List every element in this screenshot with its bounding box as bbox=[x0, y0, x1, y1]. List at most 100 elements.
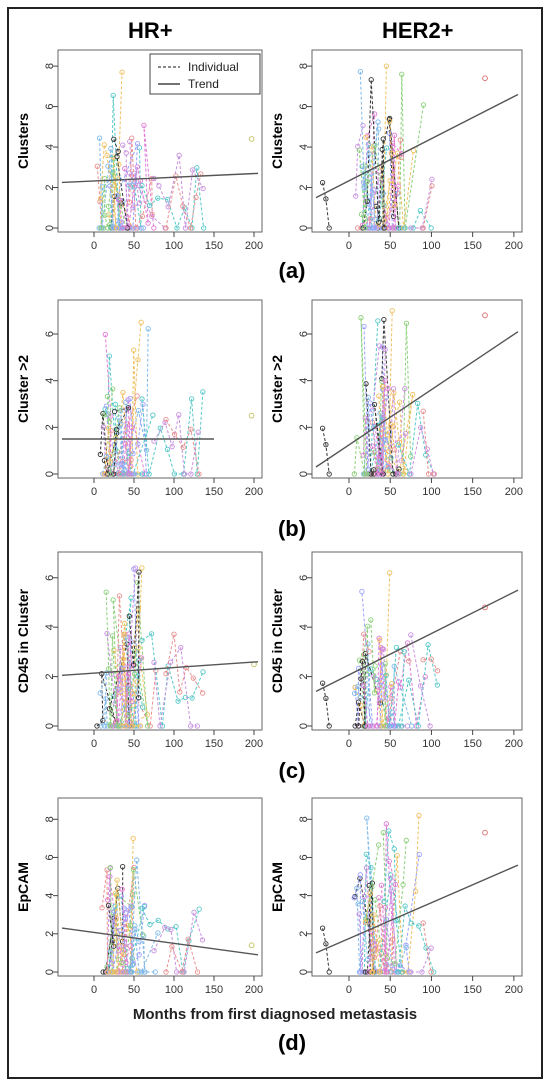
data-point bbox=[107, 723, 114, 729]
x-tick-label: 100 bbox=[422, 486, 440, 498]
y-axis-label: Clusters bbox=[15, 113, 31, 169]
data-point bbox=[361, 323, 367, 330]
data-point bbox=[144, 723, 151, 729]
individual-line bbox=[117, 667, 124, 727]
data-point bbox=[130, 225, 136, 231]
outlier-point bbox=[482, 312, 488, 319]
data-point bbox=[159, 723, 166, 729]
data-point bbox=[357, 69, 364, 75]
plot-frame bbox=[311, 299, 523, 479]
data-point bbox=[101, 723, 108, 729]
data-point bbox=[383, 969, 390, 975]
individual-line bbox=[141, 167, 205, 230]
data-point bbox=[408, 969, 414, 975]
data-point bbox=[112, 903, 118, 909]
data-point bbox=[139, 213, 145, 220]
data-point bbox=[403, 944, 409, 951]
data-point bbox=[351, 895, 357, 901]
data-point bbox=[136, 939, 142, 945]
data-point bbox=[145, 220, 151, 226]
data-point bbox=[380, 830, 386, 836]
individual-line bbox=[109, 905, 133, 973]
individual-line bbox=[373, 647, 384, 703]
data-point bbox=[366, 882, 372, 889]
data-point bbox=[110, 169, 116, 175]
panel-label-d: (d) bbox=[277, 1030, 307, 1055]
x-tick-label: 150 bbox=[205, 738, 223, 750]
y-tick-label: 0 bbox=[44, 969, 56, 975]
data-point bbox=[102, 331, 108, 338]
x-tick-label: 0 bbox=[346, 984, 352, 996]
y-axis-label: EpCAM bbox=[15, 862, 31, 912]
x-tick-label: 50 bbox=[384, 984, 396, 996]
individual-line bbox=[124, 125, 155, 229]
x-tick-label: 150 bbox=[463, 738, 481, 750]
data-point bbox=[199, 937, 206, 943]
data-point bbox=[103, 403, 110, 409]
data-point bbox=[101, 471, 108, 477]
data-point bbox=[391, 663, 397, 670]
data-point bbox=[389, 681, 395, 687]
data-point bbox=[386, 858, 392, 865]
data-point bbox=[366, 723, 372, 729]
data-point bbox=[125, 671, 132, 677]
data-point bbox=[372, 142, 378, 149]
data-point bbox=[156, 183, 162, 189]
data-point bbox=[359, 588, 365, 595]
data-point bbox=[129, 723, 136, 729]
individual-line bbox=[410, 948, 432, 973]
x-tick-label: 100 bbox=[422, 984, 440, 996]
data-point bbox=[379, 471, 385, 477]
data-point bbox=[388, 888, 394, 894]
individual-line bbox=[99, 672, 107, 727]
data-point bbox=[194, 723, 200, 729]
data-point bbox=[395, 969, 402, 975]
legend: Individual Trend bbox=[149, 53, 261, 95]
data-point bbox=[115, 197, 122, 203]
data-point bbox=[115, 956, 122, 963]
data-point bbox=[364, 198, 370, 205]
data-point bbox=[162, 924, 168, 930]
data-point bbox=[157, 723, 163, 729]
x-tick-label: 150 bbox=[463, 486, 481, 498]
figure-border bbox=[7, 7, 543, 1079]
data-point bbox=[356, 657, 363, 663]
data-point bbox=[152, 969, 158, 975]
individual-line bbox=[398, 209, 432, 229]
panel-b-her2: 0 2 4 6 Cluster >2 0 50 100 150 200 bbox=[269, 299, 523, 498]
data-point bbox=[376, 219, 382, 225]
data-point bbox=[122, 441, 129, 447]
data-point bbox=[375, 119, 381, 125]
data-point bbox=[110, 92, 116, 99]
x-tick-label: 150 bbox=[205, 240, 223, 252]
data-point bbox=[188, 471, 194, 477]
individual-line bbox=[362, 79, 385, 229]
data-point bbox=[371, 912, 377, 918]
individual-line bbox=[410, 634, 431, 727]
y-tick-label: 6 bbox=[298, 104, 310, 110]
data-point bbox=[134, 164, 140, 170]
data-point bbox=[423, 945, 429, 951]
data-point bbox=[371, 449, 377, 456]
individual-line bbox=[116, 567, 136, 727]
data-point bbox=[377, 453, 383, 459]
data-point bbox=[382, 378, 388, 384]
data-point bbox=[396, 439, 402, 446]
x-tick-label: 200 bbox=[505, 984, 523, 996]
individual-line bbox=[397, 644, 438, 727]
data-point bbox=[105, 203, 112, 209]
data-point bbox=[97, 451, 103, 458]
x-tick-label: 200 bbox=[505, 738, 523, 750]
plot-frame bbox=[57, 299, 263, 479]
data-point bbox=[389, 308, 395, 314]
data-point bbox=[98, 225, 104, 231]
data-point bbox=[96, 135, 103, 141]
data-point bbox=[134, 141, 141, 147]
y-tick-label: 4 bbox=[44, 144, 56, 150]
data-point bbox=[107, 471, 114, 477]
data-point bbox=[379, 723, 385, 729]
individual-line bbox=[96, 166, 102, 229]
data-point bbox=[398, 151, 405, 157]
data-point bbox=[110, 386, 116, 392]
data-point bbox=[364, 178, 371, 185]
